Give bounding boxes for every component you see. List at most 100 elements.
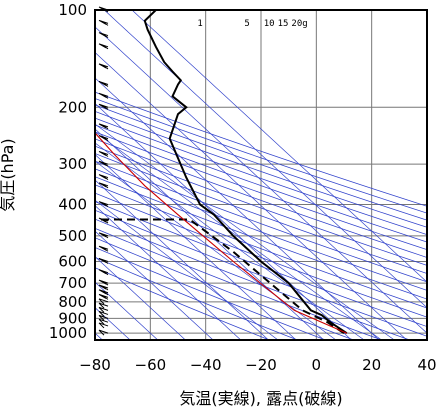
wind-barb <box>98 298 109 305</box>
y-tick-label: 500 <box>58 227 87 245</box>
dry-adiabat <box>95 117 427 235</box>
parcel-line <box>95 132 348 334</box>
wind-barb <box>98 269 109 276</box>
dry-adiabat <box>95 227 382 340</box>
isotherm <box>95 256 186 340</box>
dry-adiabat <box>95 98 427 214</box>
isotherm <box>95 26 427 334</box>
y-tick-label: 100 <box>58 1 87 19</box>
dry-adiabat <box>95 111 427 228</box>
mixing-ratio-label: 1 <box>197 19 202 29</box>
dry-adiabat <box>95 124 427 243</box>
x-tick-label: 0 <box>312 356 322 374</box>
x-tick-label: −60 <box>135 356 167 374</box>
dry-adiabat <box>95 160 427 283</box>
isotherm <box>95 281 159 340</box>
wind-barb <box>98 201 109 207</box>
wind-barb <box>98 92 109 99</box>
wind-barb <box>98 329 109 336</box>
dry-adiabat <box>95 145 427 266</box>
y-tick-label: 600 <box>58 252 87 270</box>
wind-barb <box>98 160 109 167</box>
dewpoint-line <box>95 218 345 335</box>
y-tick-label: 900 <box>58 309 87 327</box>
mixing-ratio-label: 5 <box>244 19 249 29</box>
wind-barb <box>98 279 109 286</box>
wind-barb <box>98 257 109 264</box>
dry-adiabat <box>95 192 427 318</box>
isotherm <box>104 10 427 309</box>
y-tick-label: 400 <box>58 196 87 214</box>
wind-barb <box>98 289 109 296</box>
mixing-ratio-label: 10 <box>264 19 275 29</box>
y-tick-label: 1000 <box>49 324 87 342</box>
wind-barb <box>98 19 109 26</box>
x-tick-label: 20 <box>362 356 381 374</box>
dry-adiabat <box>95 257 298 340</box>
wind-barb <box>98 80 109 87</box>
wind-barb <box>98 322 109 329</box>
wind-barb <box>98 293 109 300</box>
mixing-ratio-line <box>95 160 337 340</box>
x-tick-label: 40 <box>417 356 436 374</box>
plot-frame <box>94 9 428 341</box>
dry-adiabat <box>95 131 427 251</box>
dry-adiabat <box>95 138 427 258</box>
y-tick-label: 700 <box>58 274 87 292</box>
y-tick-label: 800 <box>58 293 87 311</box>
wind-barb <box>98 232 109 239</box>
wind-barb <box>98 103 109 110</box>
wind-barbs <box>98 6 109 336</box>
mixing-ratio-label: 15 <box>278 19 289 29</box>
wind-barb <box>98 123 109 130</box>
mixing-ratio-label: 20g <box>291 19 307 29</box>
isotherm <box>95 51 408 340</box>
sounding-profiles <box>95 10 348 335</box>
x-tick-label: −80 <box>79 356 111 374</box>
dry-adiabat <box>95 176 427 300</box>
temperature-line <box>143 10 348 335</box>
dry-adiabat <box>95 267 270 340</box>
y-tick-label: 200 <box>58 98 87 116</box>
x-tick-labels: −80 −60 −40 −20 0 20 40 <box>79 356 436 374</box>
wind-barb <box>98 174 109 180</box>
wind-barb <box>98 182 109 189</box>
isotherm <box>95 205 242 340</box>
isotherm <box>95 77 380 340</box>
wind-barb <box>98 151 109 157</box>
dry-adiabat <box>95 237 354 340</box>
x-axis-label: 気温(実線), 露点(破線) <box>179 389 342 408</box>
mixing-ratio-labels: 1 5 10 15 20g <box>197 19 307 29</box>
isotherm <box>95 103 352 340</box>
mixing-ratio-line <box>95 131 382 340</box>
wind-barb <box>98 217 109 224</box>
mixing-ratio-line <box>95 199 279 340</box>
wind-barb <box>98 63 109 70</box>
x-tick-label: −40 <box>190 356 222 374</box>
y-axis-label: 気圧(hPa) <box>0 138 17 211</box>
mixing-ratio-line <box>95 123 395 340</box>
dry-adiabat <box>95 184 427 309</box>
isotherm <box>95 230 214 340</box>
dry-adiabat <box>95 168 427 291</box>
frame-rect <box>94 9 428 341</box>
y-tick-label: 300 <box>58 155 87 173</box>
isotherm <box>131 10 427 283</box>
dry-adiabat <box>95 104 427 221</box>
wind-barb <box>98 314 109 321</box>
x-tick-label: −20 <box>245 356 277 374</box>
wind-barb <box>98 135 109 142</box>
wind-barb <box>98 302 109 309</box>
dry-adiabat <box>95 247 326 340</box>
wind-barb <box>98 318 109 325</box>
wind-barb <box>98 310 109 317</box>
wind-barb <box>98 32 109 39</box>
wind-barb <box>98 284 109 291</box>
dry-adiabat <box>95 209 427 337</box>
wind-barb <box>98 306 109 313</box>
wind-barb <box>98 245 109 252</box>
mixing-ratio-line <box>95 142 365 340</box>
isotherm <box>95 128 325 340</box>
